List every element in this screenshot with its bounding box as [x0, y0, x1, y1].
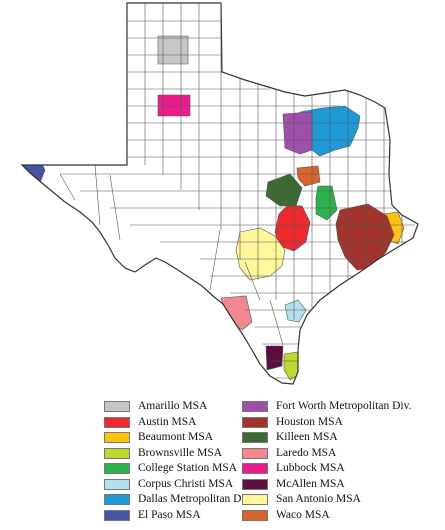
- legend-label: Beaumont MSA: [138, 431, 214, 443]
- texas-msa-map: [20, 2, 419, 385]
- legend-label: Houston MSA: [276, 415, 343, 428]
- msa-region-waco: [296, 165, 321, 187]
- legend-item-lubbock: Lubbock MSA: [242, 461, 411, 477]
- legend-swatch: [242, 416, 268, 428]
- legend-label: McAllen MSA: [276, 477, 345, 490]
- legend-label: Fort Worth Metropolitan Div.: [276, 400, 412, 412]
- legend-item-san-antonio: San Antonio MSA: [242, 492, 411, 508]
- texas-fill: [22, 3, 418, 384]
- legend-item-austin: Austin MSA: [104, 415, 253, 431]
- legend-label: Killeen MSA: [276, 431, 338, 443]
- legend-item-college-station: College Station MSA: [104, 461, 253, 477]
- legend-swatch: [104, 432, 130, 444]
- msa-region-college-station: [315, 185, 338, 221]
- legend-swatch: [104, 478, 130, 490]
- county-grid: [22, 3, 415, 379]
- legend-item-brownsville: Brownsville MSA: [104, 446, 253, 462]
- legend-label: College Station MSA: [138, 462, 238, 474]
- legend-item-fort-worth: Fort Worth Metropolitan Div.: [242, 399, 411, 415]
- legend-label: El Paso MSA: [138, 508, 201, 521]
- msa-region-lubbock: [157, 94, 191, 117]
- legend-swatch: [242, 432, 268, 444]
- msa-region-amarillo: [157, 35, 189, 65]
- legend-item-laredo: Laredo MSA: [242, 446, 411, 462]
- legend-label: Laredo MSA: [276, 446, 337, 459]
- legend-swatch: [242, 494, 268, 506]
- msa-region-el-paso: [22, 159, 46, 189]
- legend-item-waco: Waco MSA: [242, 508, 411, 524]
- legend-item-beaumont: Beaumont MSA: [104, 430, 253, 446]
- legend-item-corpus-christi: Corpus Christi MSA: [104, 477, 253, 493]
- legend-column-right: Fort Worth Metropolitan Div. Houston MSA…: [242, 399, 411, 523]
- legend-swatch: [104, 494, 130, 506]
- legend-swatch: [242, 463, 268, 475]
- legend-label: Dallas Metropolitan Div.: [138, 493, 253, 505]
- legend-swatch: [104, 401, 130, 413]
- legend-column-left: Amarillo MSA Austin MSA Beaumont MSA Bro…: [104, 399, 253, 523]
- legend-swatch: [242, 478, 268, 490]
- legend-label: San Antonio MSA: [276, 493, 361, 505]
- legend-swatch: [104, 447, 130, 459]
- msa-region-fort-worth: [282, 111, 313, 155]
- legend-item-killeen: Killeen MSA: [242, 430, 411, 446]
- legend-swatch: [104, 509, 130, 521]
- legend-item-dallas: Dallas Metropolitan Div.: [104, 492, 253, 508]
- legend-label: Brownsville MSA: [138, 446, 223, 459]
- legend-swatch: [104, 416, 130, 428]
- legend-label: Amarillo MSA: [138, 400, 208, 412]
- legend-label: Lubbock MSA: [276, 462, 345, 474]
- legend-swatch: [242, 401, 268, 413]
- legend-label: Corpus Christi MSA: [138, 477, 234, 490]
- legend-swatch: [242, 447, 268, 459]
- legend-item-mcallen: McAllen MSA: [242, 477, 411, 493]
- legend-swatch: [104, 463, 130, 475]
- legend-item-el-paso: El Paso MSA: [104, 508, 253, 524]
- msa-region-corpus-christi: [284, 299, 307, 323]
- texas-outline: [20, 2, 419, 385]
- legend-swatch: [242, 509, 268, 521]
- legend-label: Austin MSA: [138, 415, 197, 428]
- legend-label: Waco MSA: [276, 508, 330, 521]
- legend-item-amarillo: Amarillo MSA: [104, 399, 253, 415]
- msa-region-mcallen: [265, 345, 284, 371]
- legend-item-houston: Houston MSA: [242, 415, 411, 431]
- legend: Amarillo MSA Austin MSA Beaumont MSA Bro…: [104, 399, 444, 524]
